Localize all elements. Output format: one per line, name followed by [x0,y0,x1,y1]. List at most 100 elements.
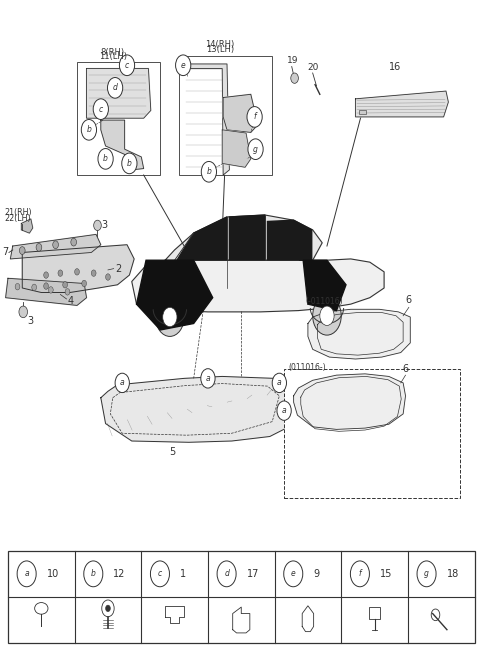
Text: 13(LH): 13(LH) [206,45,234,54]
Circle shape [15,283,20,290]
Polygon shape [21,219,33,233]
Circle shape [36,243,42,251]
Circle shape [122,153,137,173]
Text: b: b [127,159,132,168]
Circle shape [106,274,110,280]
Text: d: d [113,83,118,93]
Circle shape [63,281,68,288]
Polygon shape [294,374,406,430]
Text: 3: 3 [101,221,107,230]
Circle shape [65,289,70,295]
Text: e: e [181,61,186,70]
Text: a: a [277,378,282,388]
Circle shape [320,306,334,325]
Circle shape [272,373,287,393]
Text: 4: 4 [68,296,73,306]
Circle shape [32,284,36,291]
Circle shape [106,605,110,611]
Bar [77,62,160,175]
Text: 6: 6 [402,364,408,374]
Circle shape [93,99,108,120]
Circle shape [74,269,79,275]
Text: (011016-): (011016-) [288,363,325,372]
Circle shape [217,561,236,587]
Circle shape [44,283,48,289]
Polygon shape [267,220,312,260]
Text: 8(RH): 8(RH) [101,48,125,57]
Circle shape [417,561,436,587]
Polygon shape [132,259,384,312]
Text: c: c [99,105,103,114]
Text: b: b [103,155,108,164]
Circle shape [156,298,184,336]
Bar [284,369,460,498]
Circle shape [91,270,96,276]
Bar [360,111,366,115]
Text: 3: 3 [27,316,33,325]
Circle shape [248,139,263,160]
Text: 12: 12 [113,569,126,579]
Circle shape [48,287,53,293]
Circle shape [17,561,36,587]
Circle shape [163,307,177,327]
Bar [8,551,475,643]
Text: g: g [253,145,258,154]
Circle shape [108,78,123,98]
Text: e: e [291,569,296,578]
Circle shape [94,220,101,230]
Circle shape [201,162,216,182]
Text: 17: 17 [247,569,259,579]
Text: 18: 18 [446,569,459,579]
Text: a: a [24,569,29,578]
Text: b: b [86,126,91,135]
Text: 19: 19 [287,56,298,65]
Circle shape [71,238,76,246]
Polygon shape [101,377,299,443]
Text: 14(RH): 14(RH) [205,40,234,49]
Bar [369,607,380,619]
Text: b: b [206,168,211,176]
Text: 15: 15 [380,569,392,579]
Circle shape [19,247,25,254]
Circle shape [277,401,291,421]
Text: d: d [224,569,229,578]
Polygon shape [86,69,151,118]
Circle shape [350,561,370,587]
Text: f: f [253,113,256,122]
Circle shape [201,369,215,388]
Text: c: c [125,61,129,70]
Polygon shape [177,217,227,260]
Polygon shape [22,245,134,292]
Text: a: a [282,406,287,415]
Text: a: a [120,378,124,388]
Polygon shape [11,234,101,259]
Circle shape [150,561,169,587]
Circle shape [312,296,341,335]
Bar [180,56,272,175]
Polygon shape [101,120,144,170]
Text: 5: 5 [169,448,175,457]
Circle shape [291,73,299,83]
Polygon shape [229,215,265,260]
Text: 7: 7 [2,248,8,258]
Polygon shape [303,260,346,311]
Circle shape [284,561,303,587]
Text: 21(RH): 21(RH) [4,208,32,217]
Text: 11(LH): 11(LH) [99,52,127,61]
Polygon shape [222,130,251,168]
Circle shape [19,306,27,318]
Polygon shape [356,91,448,117]
Text: f: f [359,569,361,578]
Text: (-011016): (-011016) [306,297,343,306]
Circle shape [81,120,96,140]
Circle shape [82,280,86,287]
Text: 10: 10 [47,569,59,579]
Text: g: g [424,569,429,578]
Polygon shape [136,260,213,330]
Text: b: b [91,569,96,578]
Circle shape [176,55,191,76]
Polygon shape [184,64,229,175]
Text: 2: 2 [115,263,121,274]
Polygon shape [165,215,322,260]
Circle shape [98,149,113,170]
